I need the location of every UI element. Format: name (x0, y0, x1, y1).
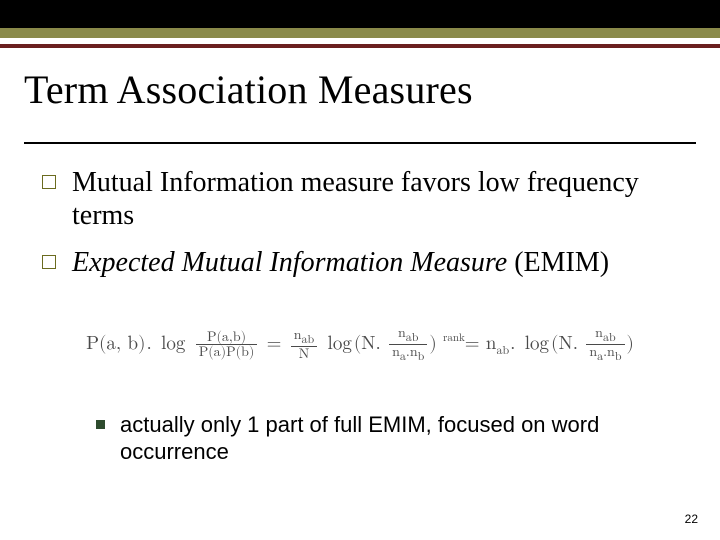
sym-sub: ab (603, 332, 616, 344)
frac-num: nab (291, 328, 317, 347)
sym-sub: ab (406, 332, 419, 344)
sym-log: log (326, 334, 354, 353)
bullet-text: Mutual Information measure favors low fr… (72, 167, 639, 231)
sym-sub: ab (302, 334, 315, 346)
sym-n: n (398, 326, 406, 340)
sym-N: N. (361, 334, 381, 353)
bullet-list-level2: actually only 1 part of full EMIM, focus… (90, 412, 680, 466)
sym-sub: b (418, 351, 425, 363)
sym-rankeq: rank= (443, 334, 486, 353)
sym-sub: ab (496, 345, 509, 357)
sym-rank-sup: rank (443, 333, 465, 344)
sym-n: n (589, 345, 597, 359)
sym-n: n (607, 345, 615, 359)
sub-bullet-region: actually only 1 part of full EMIM, focus… (90, 412, 680, 466)
bullet-text-tail: (EMIM) (507, 247, 609, 278)
frac-den: na.nb (389, 345, 427, 363)
bullet-item: Mutual Information measure favors low fr… (24, 166, 696, 232)
slide: Term Association Measures Mutual Informa… (0, 0, 720, 540)
band-black (0, 0, 720, 28)
frac-den: P(a)P(b) (196, 345, 258, 360)
frac-den: N (291, 347, 317, 362)
band-olive (0, 28, 720, 38)
fraction-2: nab N (291, 328, 317, 362)
title-underline (24, 142, 696, 144)
sym-n: n (486, 334, 497, 353)
sym-log: log (159, 334, 187, 353)
sym-P: P (86, 334, 99, 353)
sym-n: n (595, 326, 603, 340)
sym-eq: = (465, 334, 480, 353)
slide-title: Term Association Measures (24, 66, 473, 113)
sym-dot: . (145, 334, 152, 353)
fraction-4: nab na.nb (586, 326, 624, 364)
bullet-text-italic: Expected Mutual Information Measure (72, 247, 507, 278)
sym-N: N. (558, 334, 578, 353)
sym-log: log (523, 334, 551, 353)
fraction-3: nab na.nb (389, 326, 427, 364)
body-content: Mutual Information measure favors low fr… (24, 166, 696, 293)
fraction-1: P(a,b) P(a)P(b) (196, 330, 258, 360)
sym-dot: . (509, 334, 516, 353)
sub-bullet-text: actually only 1 part of full EMIM, focus… (120, 412, 599, 464)
bullet-list-level1: Mutual Information measure favors low fr… (24, 166, 696, 279)
sym-eq: = (266, 334, 283, 353)
frac-den: na.nb (586, 345, 624, 363)
band-maroon (0, 44, 720, 48)
sym-n: n (294, 328, 302, 342)
emim-formula: P(a, b). log P(a,b) P(a)P(b) = nab N log… (86, 326, 634, 364)
sym-args: (a, b) (99, 334, 145, 353)
sym-n: n (392, 345, 400, 359)
bullet-item: Expected Mutual Information Measure (EMI… (24, 246, 696, 279)
sub-bullet-item: actually only 1 part of full EMIM, focus… (90, 412, 680, 466)
formula-region: P(a, b). log P(a,b) P(a)P(b) = nab N log… (24, 326, 696, 364)
sym-n: n (410, 345, 418, 359)
page-number: 22 (685, 512, 698, 526)
frac-num: nab (389, 326, 427, 345)
frac-num: P(a,b) (196, 330, 258, 346)
sym-sub: b (615, 351, 622, 363)
frac-num: nab (586, 326, 624, 345)
top-decorative-band (0, 0, 720, 48)
